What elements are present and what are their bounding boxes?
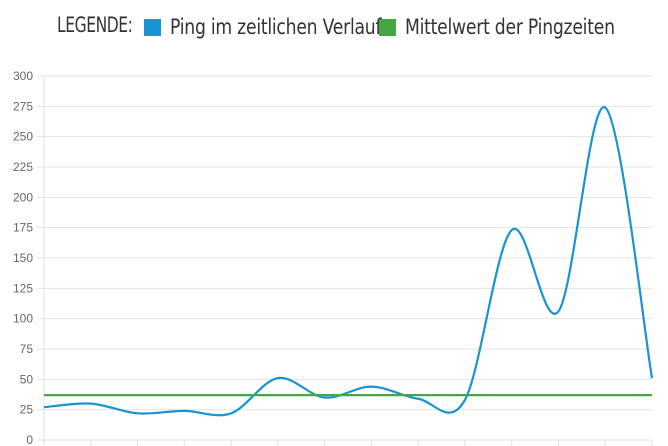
y-tick-label: 50: [20, 372, 34, 386]
ping-point[interactable]: [555, 308, 561, 314]
y-axis-ticks: 0 25 50 75 100 125 150 175 200 225 250 275 300: [13, 69, 33, 446]
series-group: [41, 105, 655, 417]
mean-point[interactable]: [509, 392, 515, 398]
ping-point[interactable]: [275, 375, 281, 381]
ping-point[interactable]: [135, 410, 141, 416]
mean-point[interactable]: [181, 392, 187, 398]
y-tick-label: 275: [13, 99, 33, 113]
ping-point[interactable]: [228, 410, 234, 416]
ping-point[interactable]: [368, 384, 374, 390]
mean-point[interactable]: [228, 392, 234, 398]
mean-point[interactable]: [649, 392, 655, 398]
ping-point[interactable]: [602, 105, 608, 111]
legend-entry-mean[interactable]: Mittelwert der Pingzeiten: [379, 13, 661, 41]
ping-point[interactable]: [509, 227, 515, 233]
series-line-ping: [43, 106, 654, 417]
legend-swatch-mean: [379, 18, 396, 36]
y-tick-label: 200: [13, 190, 33, 204]
mean-point[interactable]: [275, 392, 281, 398]
legend-title: LEGENDE:: [57, 13, 133, 37]
legend-label-ping: Ping im zeitlichen Verlauf: [170, 15, 382, 39]
mean-point[interactable]: [368, 392, 374, 398]
y-tick-label: 225: [13, 160, 33, 174]
y-tick-label: 300: [13, 69, 33, 83]
ping-point[interactable]: [181, 408, 187, 414]
mean-point[interactable]: [88, 392, 94, 398]
legend-swatch-ping: [144, 18, 161, 36]
mean-point[interactable]: [41, 392, 47, 398]
y-tick-label: 75: [20, 342, 34, 356]
ping-point[interactable]: [41, 404, 47, 410]
y-tick-label: 0: [26, 433, 33, 446]
mean-point[interactable]: [135, 392, 141, 398]
y-tick-label: 150: [13, 251, 33, 265]
y-tick-label: 250: [13, 130, 33, 144]
y-tick-label: 125: [13, 281, 33, 295]
mean-point[interactable]: [415, 392, 421, 398]
y-tick-label: 25: [20, 403, 34, 417]
mean-point[interactable]: [602, 392, 608, 398]
legend-entry-ping[interactable]: Ping im zeitlichen Verlauf: [144, 13, 428, 41]
ping-point[interactable]: [649, 375, 655, 381]
y-tick-label: 175: [13, 221, 33, 235]
ping-line-chart: 0 25 50 75 100 125 150 175 200 225 250 275 300: [13, 69, 655, 446]
grid-lines: [37, 75, 652, 445]
mean-point[interactable]: [322, 392, 328, 398]
chart-legend: LEGENDE: Ping im zeitlichen Verlauf Mitt…: [0, 0, 668, 56]
legend-label-mean: Mittelwert der Pingzeiten: [405, 15, 615, 39]
x-axis-ticks: [90, 440, 653, 446]
ping-point[interactable]: [88, 401, 94, 407]
mean-point[interactable]: [462, 392, 468, 398]
mean-point[interactable]: [555, 392, 561, 398]
y-tick-label: 100: [13, 312, 33, 326]
